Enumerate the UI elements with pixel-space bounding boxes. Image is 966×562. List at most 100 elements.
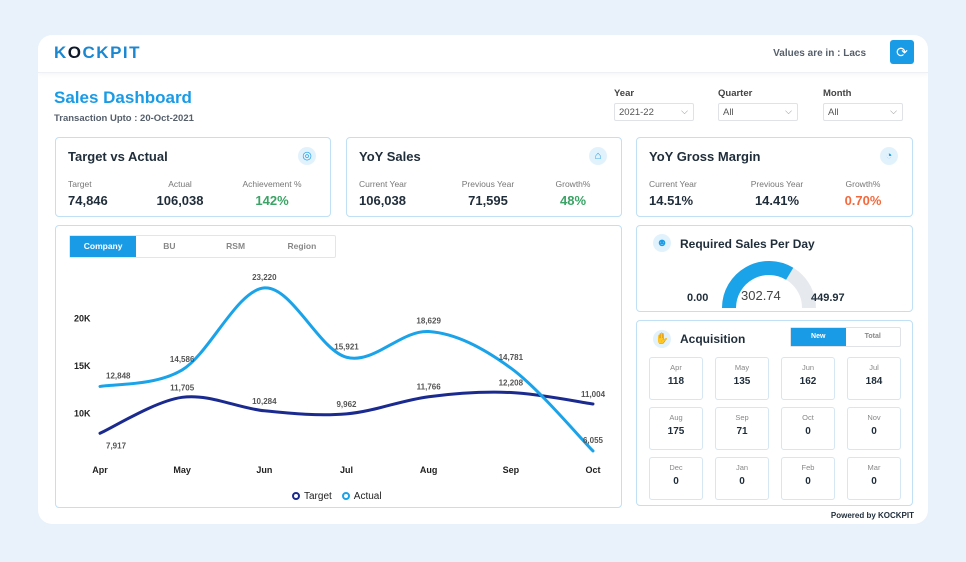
x-tick-label: Aug (420, 465, 438, 475)
card-title: Target vs Actual (68, 149, 168, 164)
page-title: Sales Dashboard (54, 88, 192, 107)
chevron-down-icon: ⌵ (890, 106, 897, 116)
data-label: 11,766 (417, 383, 442, 392)
month-filter-label: Month (823, 88, 852, 99)
month-name: Aug (669, 413, 683, 422)
data-label: 11,705 (170, 383, 195, 392)
month-box-apr: Apr 118 (649, 357, 703, 400)
legend-actual[interactable]: Actual (341, 491, 382, 502)
current-year-value: 106,038 (359, 193, 406, 208)
target-vs-actual-card: Target vs Actual ◎ Target 74,846 Actual … (55, 137, 331, 217)
chart-tabs: Company BU RSM Region (69, 235, 336, 258)
tab-bu[interactable]: BU (163, 241, 176, 251)
month-box-may: May 135 (715, 357, 769, 400)
data-label: 11,004 (581, 390, 606, 399)
target-series-line[interactable] (98, 390, 595, 435)
data-label: 23,220 (252, 273, 277, 282)
target-value: 74,846 (68, 193, 108, 208)
gauge-max: 449.97 (811, 292, 845, 304)
data-label: 14,586 (170, 355, 195, 364)
month-box-dec: Dec 0 (649, 457, 703, 500)
target-legend-dot (292, 492, 300, 500)
powered-by: Powered by KOCKPIT (830, 511, 914, 520)
refresh-button[interactable]: ⟳ (890, 40, 914, 64)
refresh-icon: ⟳ (896, 44, 908, 60)
acquisition-tabs: New Total (790, 327, 901, 347)
month-box-mar: Mar 0 (847, 457, 901, 500)
month-name: Feb (801, 463, 815, 472)
quarter-select[interactable]: All ⌵ (718, 103, 798, 121)
month-name: Jul (869, 363, 879, 372)
dashboard-frame: KOCKPIT Values are in : Lacs ⟳ Sales Das… (38, 35, 928, 524)
quarter-filter: Quarter All ⌵ (718, 88, 798, 121)
month-select[interactable]: All ⌵ (823, 103, 903, 121)
month-value: 135 (733, 376, 751, 387)
y-tick-label: 15K (74, 361, 91, 371)
user-coin-icon: ☻ (653, 234, 671, 252)
previous-year-value: 14.41% (754, 193, 800, 208)
tab-new[interactable]: New (791, 328, 846, 346)
data-label: 9,962 (336, 400, 357, 409)
chevron-down-icon: ⌵ (681, 106, 688, 116)
achievement-value: 142% (255, 193, 289, 208)
growth-kpi: Growth% 0.70% (815, 179, 911, 208)
y-tick-label: 20K (74, 314, 91, 324)
card-title: Acquisition (680, 332, 746, 346)
required-sales-card: ☻ Required Sales Per Day 0.00 449.97 302… (636, 225, 913, 312)
month-value: 175 (667, 426, 685, 437)
month-name: Sep (735, 413, 749, 422)
growth-kpi: Growth% 48% (525, 179, 621, 208)
month-value: 71 (736, 426, 748, 437)
year-filter: Year 2021-22 ⌵ (614, 88, 694, 121)
pie-chart-icon: ◔ (880, 147, 898, 165)
month-name: Jan (735, 463, 749, 472)
actual-series-line[interactable] (98, 286, 595, 453)
data-label: 12,848 (106, 371, 131, 380)
tab-rsm[interactable]: RSM (226, 241, 246, 251)
month-value: 0 (871, 476, 877, 487)
month-box-nov: Nov 0 (847, 407, 901, 450)
month-name: Mar (867, 463, 881, 472)
current-year-kpi: Current Year 106,038 (359, 179, 455, 208)
card-title: Required Sales Per Day (680, 237, 815, 251)
month-name: Apr (670, 363, 682, 372)
previous-year-kpi: Previous Year 71,595 (440, 179, 536, 208)
month-value: 162 (799, 376, 817, 387)
month-box-jan: Jan 0 (715, 457, 769, 500)
month-box-sep: Sep 71 (715, 407, 769, 450)
data-label: 10,284 (252, 397, 277, 406)
month-value: 184 (865, 376, 883, 387)
quarter-filter-label: Quarter (718, 88, 753, 99)
month-value: 0 (805, 476, 811, 487)
x-tick-label: May (173, 465, 191, 475)
current-year-value: 14.51% (649, 193, 694, 208)
transaction-date: Transaction Upto : 20-Oct-2021 (54, 113, 194, 124)
month-name: May (734, 363, 750, 372)
tab-company[interactable]: Company (70, 236, 137, 257)
chevron-down-icon: ⌵ (785, 106, 792, 116)
current-year-kpi: Current Year 14.51% (649, 179, 745, 208)
acquisition-card: ✋ Acquisition New Total Apr 118 May 135 Jun 1… (636, 320, 913, 506)
month-filter: Month All ⌵ (823, 88, 903, 121)
year-select[interactable]: 2021-22 ⌵ (614, 103, 694, 121)
x-tick-label: Sep (503, 465, 520, 475)
data-label: 15,921 (334, 342, 359, 351)
data-label: 6,055 (583, 436, 604, 445)
month-box-oct: Oct 0 (781, 407, 835, 450)
month-box-jun: Jun 162 (781, 357, 835, 400)
month-value: 0 (739, 476, 745, 487)
chart-legend: Target Actual (292, 491, 382, 502)
tab-total[interactable]: Total (864, 333, 881, 340)
month-value: 0 (871, 426, 877, 437)
month-value: 0 (805, 426, 811, 437)
tab-region[interactable]: Region (287, 241, 317, 251)
y-tick-label: 10K (74, 409, 91, 419)
gauge-min: 0.00 (687, 292, 709, 304)
x-tick-label: Oct (585, 465, 600, 475)
x-tick-label: Apr (92, 465, 108, 475)
gauge-fill (722, 261, 794, 309)
top-bar: KOCKPIT Values are in : Lacs ⟳ (38, 35, 928, 73)
legend-target[interactable]: Target (292, 491, 332, 502)
month-name: Jun (801, 363, 815, 372)
gauge-value: 302.74 (741, 288, 781, 303)
